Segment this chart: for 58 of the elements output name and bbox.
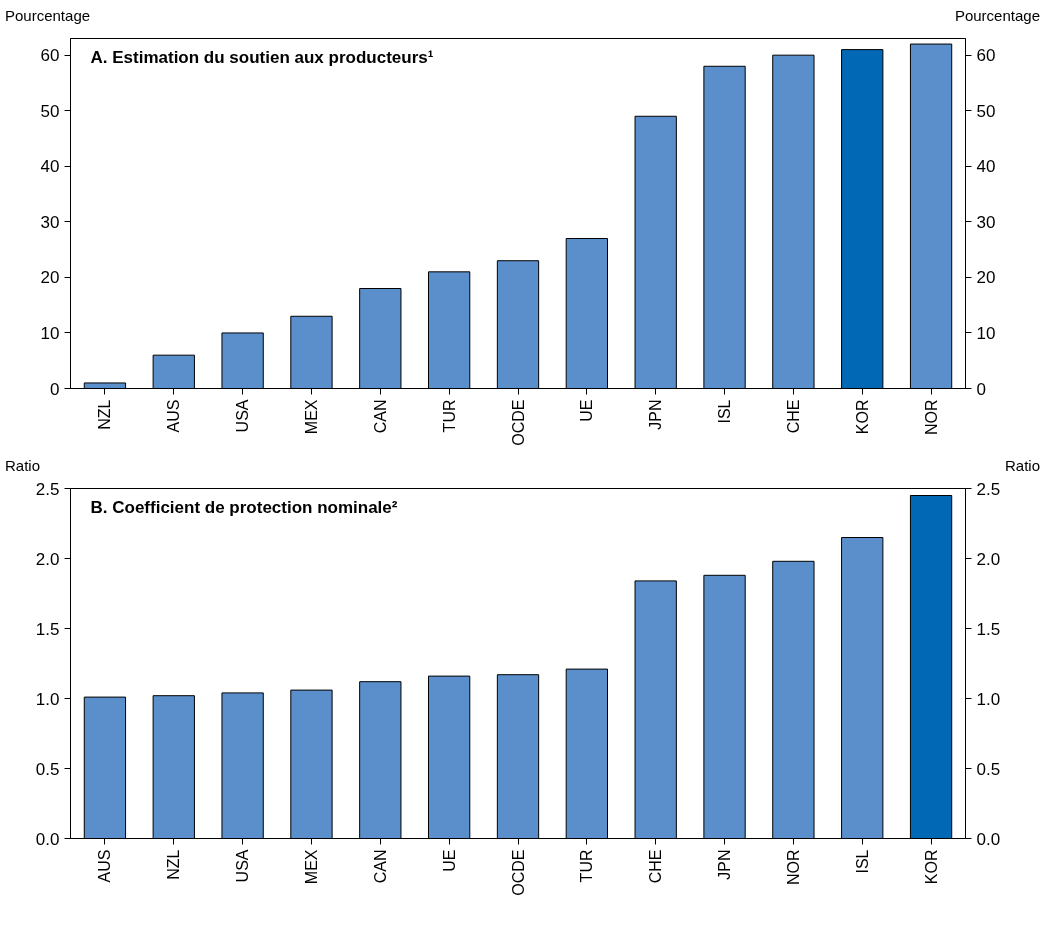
text: A. Estimation du soutien aux producteurs¹	[90, 47, 434, 67]
x-tick-label: USA	[234, 849, 252, 883]
y2-tick-label: 0	[976, 379, 986, 399]
x-tick-label: ISL	[853, 849, 871, 874]
x-tick-label: CAN	[371, 849, 389, 884]
x-tick-label: NZL	[165, 849, 183, 880]
x-tick-label: NZL	[96, 399, 114, 430]
x-tick-label: AUS	[165, 399, 183, 433]
y-tick-label: 0	[50, 379, 60, 399]
x-tick-label: CAN	[371, 399, 389, 434]
x-tick-label: KOR	[922, 849, 940, 885]
y2-tick-label: 0.0	[976, 829, 1001, 849]
x-tick-label: NOR	[922, 399, 940, 436]
x-tick-label: MEX	[302, 399, 320, 435]
y-tick-label: 20	[40, 268, 60, 288]
x-tick-label: USA	[234, 399, 252, 433]
y-axis-title: Ratio	[5, 456, 41, 476]
x-tick-label: UE	[440, 849, 458, 872]
y2-axis-title: Pourcentage	[954, 6, 1040, 26]
y-axis-title: Pourcentage	[5, 6, 91, 26]
x-tick-label: JPN	[647, 399, 665, 430]
x-tick-label: TUR	[440, 399, 458, 433]
x-tick-label: OCDE	[509, 399, 527, 446]
x-tick-label: OCDE	[509, 849, 527, 896]
y-tick-label: 2.5	[35, 479, 60, 499]
y-tick-label: 0.5	[35, 759, 60, 779]
y2-tick-label: 0.5	[976, 759, 1001, 779]
x-tick-label: TUR	[578, 849, 596, 883]
y-tick-label: 1.5	[35, 619, 60, 639]
x-tick-label: KOR	[853, 399, 871, 435]
x-tick-label: ISL	[716, 399, 734, 424]
y2-axis-title: Ratio	[1004, 456, 1040, 476]
y2-tick-label: 1.0	[976, 689, 1001, 709]
y2-tick-label: 60	[976, 46, 996, 66]
text: B. Coefficient de protection nominale²	[90, 497, 398, 517]
y-tick-label: 10	[40, 323, 60, 343]
y2-tick-label: 20	[976, 268, 996, 288]
y2-tick-label: 2.5	[976, 479, 1001, 499]
y-tick-label: 0.0	[35, 829, 60, 849]
y-tick-label: 2.0	[35, 549, 60, 569]
x-tick-label: JPN	[716, 849, 734, 880]
x-tick-label: AUS	[96, 849, 114, 883]
y2-tick-label: 2.0	[976, 549, 1001, 569]
y2-tick-label: 30	[976, 212, 996, 232]
x-tick-label: CHE	[784, 399, 802, 434]
x-tick-label: NOR	[784, 849, 802, 886]
y-tick-label: 30	[40, 212, 60, 232]
y-tick-label: 60	[40, 46, 60, 66]
x-tick-label: UE	[578, 399, 596, 422]
y2-tick-label: 50	[976, 101, 996, 121]
y2-tick-label: 10	[976, 323, 996, 343]
y-tick-label: 50	[40, 101, 60, 121]
x-tick-label: CHE	[647, 849, 665, 884]
y-tick-label: 40	[40, 157, 60, 177]
y2-tick-label: 1.5	[976, 619, 1001, 639]
y-tick-label: 1.0	[35, 689, 60, 709]
x-tick-label: MEX	[302, 849, 320, 885]
y2-tick-label: 40	[976, 157, 996, 177]
